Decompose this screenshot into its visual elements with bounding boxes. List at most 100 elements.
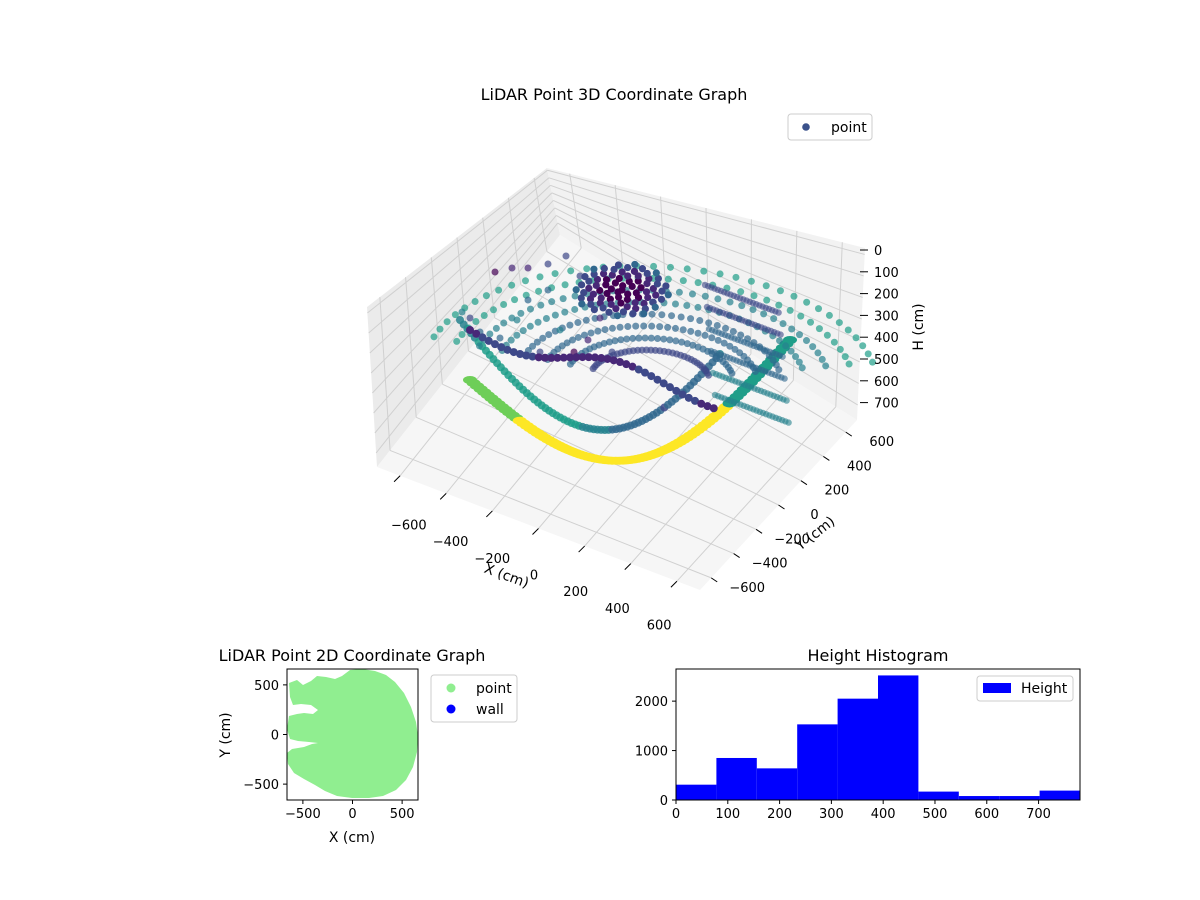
point-3d <box>815 305 823 313</box>
point-3d <box>644 293 652 302</box>
point-3d <box>436 325 444 333</box>
point-3d <box>519 327 527 335</box>
point-3d <box>458 330 466 338</box>
y-tick-mark-3d <box>778 504 785 510</box>
point-3d <box>561 308 569 316</box>
point-3d <box>779 320 787 328</box>
point-3d <box>582 316 590 324</box>
point-3d <box>785 419 792 426</box>
point-3d <box>571 292 579 300</box>
point-3d <box>486 330 494 338</box>
point-3d <box>701 331 709 339</box>
x-tick-mark-3d <box>393 475 401 483</box>
point-3d <box>683 340 691 348</box>
grid-line-floor-y <box>389 449 712 579</box>
point-3d <box>537 301 545 309</box>
point-3d <box>629 309 637 318</box>
point-3d <box>688 290 696 298</box>
point-3d <box>815 325 823 333</box>
point-3d <box>659 379 668 388</box>
point-3d <box>844 326 852 334</box>
point-3d <box>637 284 645 292</box>
point-3d <box>672 386 681 395</box>
point-3d <box>701 292 709 300</box>
point-3d <box>726 342 734 350</box>
point-3d <box>513 331 521 339</box>
point-3d <box>566 360 574 368</box>
y-tick-label-3d: −200 <box>774 532 810 547</box>
point-3d <box>803 337 811 345</box>
legend-3d-label-point: point <box>831 120 867 136</box>
point-3d <box>524 296 532 304</box>
point-3d <box>795 358 803 366</box>
point-3d <box>777 331 784 338</box>
point-3d <box>484 336 493 345</box>
point-3d <box>615 274 623 283</box>
point-3d <box>779 353 786 360</box>
point-3d <box>677 313 685 321</box>
point-3d <box>545 331 553 339</box>
point-3d <box>769 356 777 364</box>
point-3d <box>700 267 708 275</box>
point-3d <box>869 358 877 366</box>
point-3d <box>472 329 481 338</box>
point-3d <box>522 351 531 360</box>
legend-3d-marker-point <box>802 123 810 131</box>
grid-line-backwall-z <box>548 177 864 277</box>
y-tick-label-3d: −400 <box>752 557 788 572</box>
legend-2d-marker-wall <box>446 704 456 714</box>
point-3d <box>517 309 525 317</box>
z-tick-label-3d: 700 <box>874 397 899 412</box>
grid-line-backwall-z <box>551 192 862 320</box>
pane-left-wall <box>367 168 560 467</box>
y-tick-mark-3d <box>845 431 853 437</box>
point-3d <box>787 347 795 355</box>
grid-line-leftwall-z <box>372 200 554 394</box>
y-tick-mark-3d <box>733 553 740 558</box>
point-3d <box>624 272 632 280</box>
x-tick-label-histogram: 0 <box>672 807 680 822</box>
histogram-bar <box>918 791 959 800</box>
point-3d <box>675 288 683 296</box>
grid-line-floor-y <box>520 284 824 457</box>
point-3d <box>651 303 659 311</box>
point-3d <box>807 318 815 326</box>
point-3d <box>666 336 674 344</box>
x-tick-label-histogram: 700 <box>1026 807 1051 822</box>
point-3d <box>641 368 649 377</box>
point-3d <box>775 301 783 309</box>
x-tick-label-3d: 0 <box>530 569 538 584</box>
y-axis-label-2d: Y (cm) <box>218 712 234 758</box>
point-3d <box>684 393 693 402</box>
point-3d <box>631 260 639 269</box>
point-3d <box>608 348 616 356</box>
point-3d <box>641 334 649 342</box>
x-tick-label-2d: 500 <box>390 807 415 822</box>
point-3d <box>475 342 483 350</box>
z-tick-label-3d: 100 <box>874 266 899 281</box>
point-3d <box>714 295 722 303</box>
x-tick-label-histogram: 200 <box>767 807 792 822</box>
point-3d <box>634 365 643 374</box>
point-3d <box>623 295 631 304</box>
point-3d <box>572 353 581 362</box>
histogram-bar <box>999 796 1040 800</box>
point-3d <box>605 338 613 346</box>
point-3d <box>619 308 628 316</box>
point-3d <box>629 334 637 342</box>
point-3d <box>852 334 860 342</box>
point-3d <box>618 268 626 276</box>
point-3d <box>500 300 508 308</box>
z-tick-label-3d: 0 <box>874 244 882 259</box>
point-3d <box>654 334 662 342</box>
point-3d <box>623 335 631 343</box>
point-3d <box>511 296 519 304</box>
point-3d <box>577 281 586 289</box>
legend-histogram-frame <box>976 675 1074 702</box>
point-3d <box>632 322 640 330</box>
point-3d <box>671 300 679 308</box>
x-axis-label-2d: X (cm) <box>329 830 375 846</box>
point-3d <box>466 326 474 334</box>
point-3d <box>623 303 631 311</box>
histogram-bar <box>1039 790 1080 800</box>
